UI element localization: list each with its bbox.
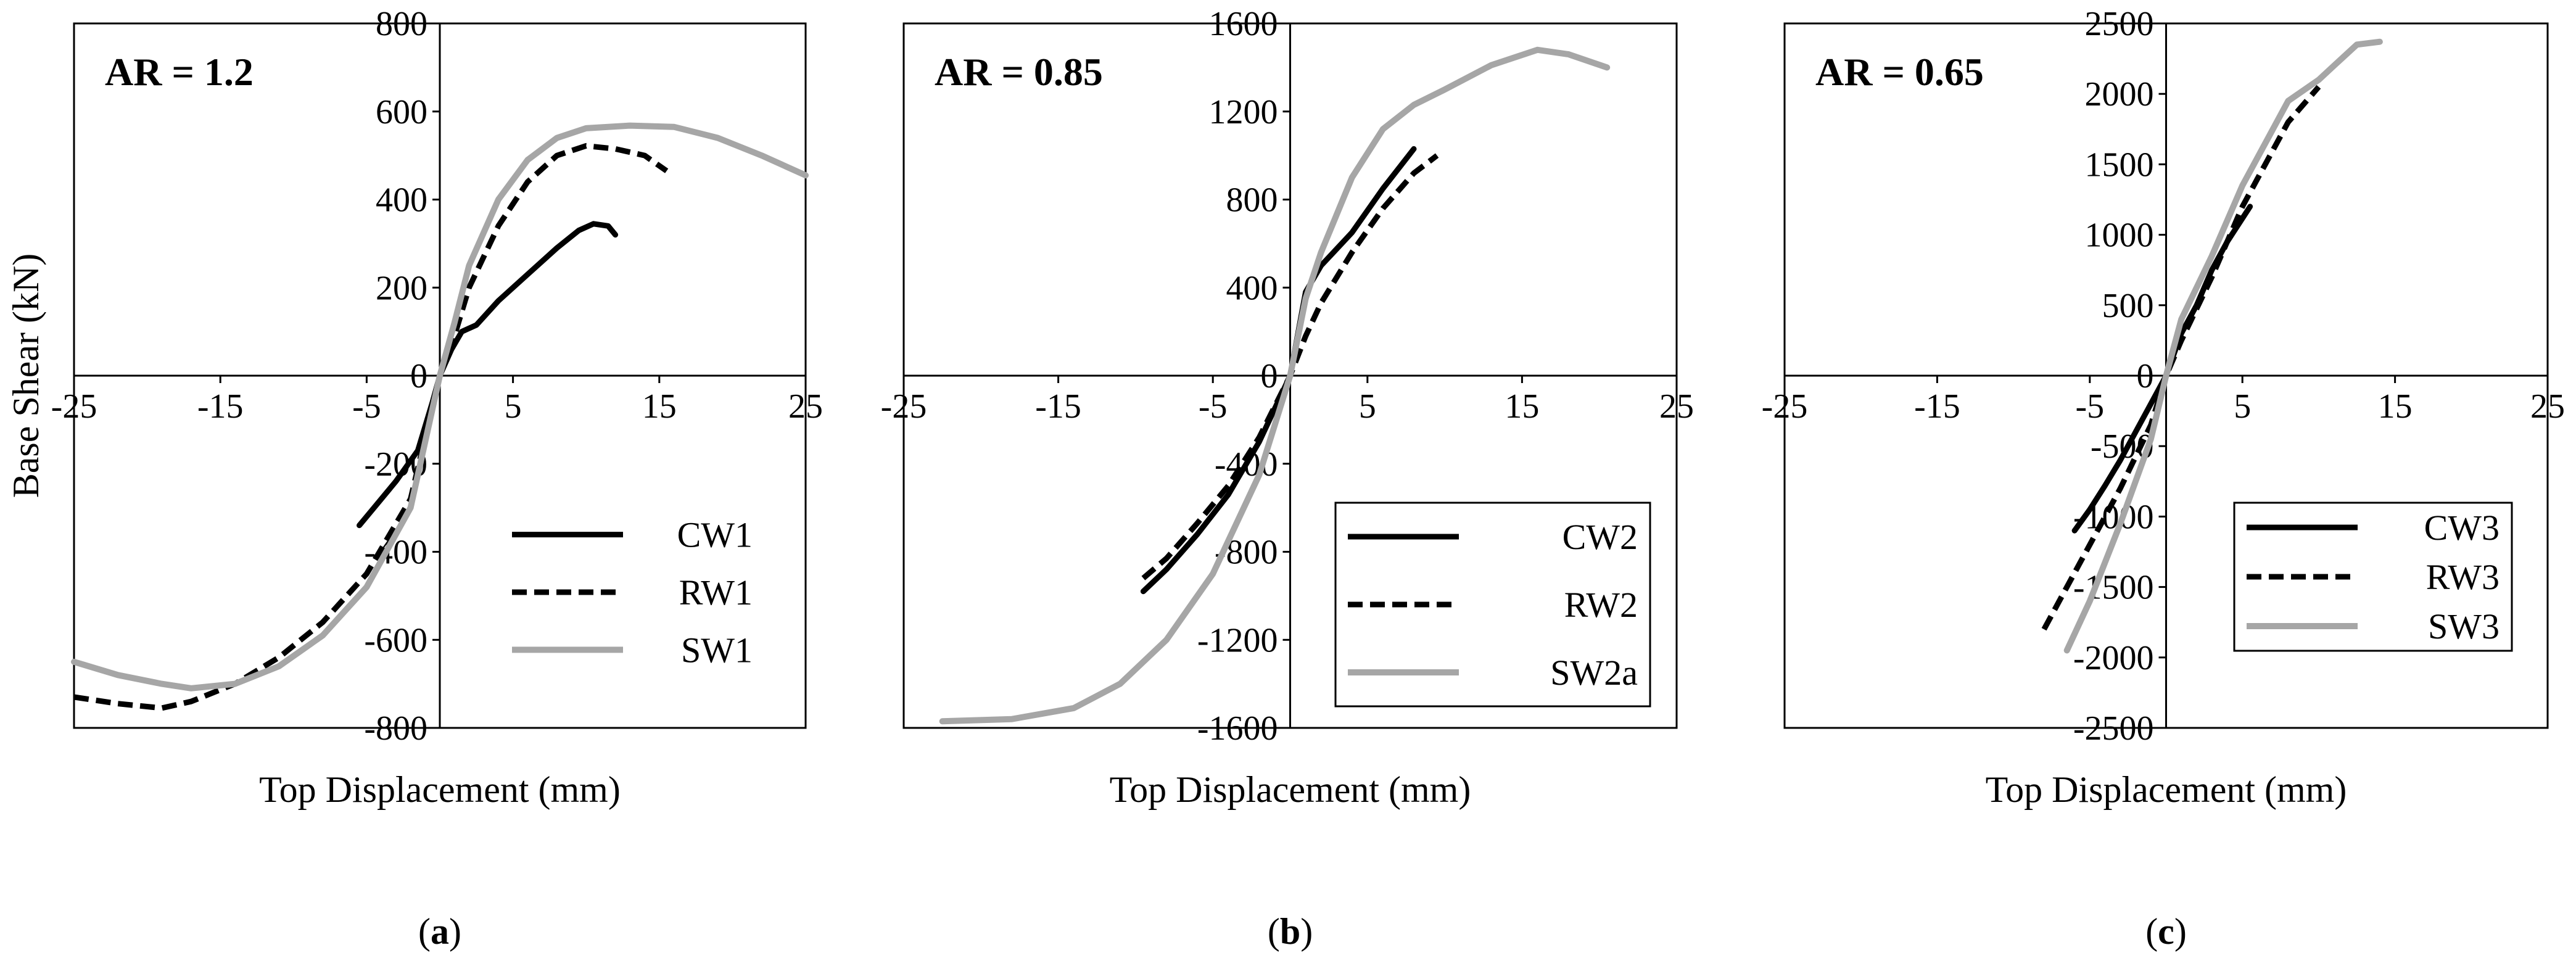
series-line-sw1: [71, 122, 809, 691]
legend-label-sw1: SW1: [681, 630, 753, 670]
series-line-rw2: [1141, 153, 1439, 580]
series-line-cw3: [2071, 204, 2253, 534]
y-tick-label: 1500: [2085, 146, 2154, 184]
y-tick-label: -1500: [2073, 569, 2154, 607]
x-tick-label: 5: [505, 387, 522, 426]
x-tick-label: 25: [788, 387, 823, 426]
x-axis-title: Top Displacement (mm): [1986, 769, 2347, 810]
panel-caption: (b): [1268, 911, 1313, 952]
y-tick-label: -2000: [2073, 639, 2154, 677]
y-axis-title: Base Shear (kN): [6, 254, 46, 498]
y-tick-label: 800: [1226, 181, 1278, 220]
x-tick-label: -25: [881, 387, 927, 426]
y-tick-label: -1200: [1197, 621, 1278, 659]
legend-label-cw2: CW2: [1563, 517, 1638, 557]
x-axis-title: Top Displacement (mm): [1110, 769, 1471, 810]
series-line-sw3: [2063, 38, 2383, 654]
y-tick-label: 2000: [2085, 75, 2154, 114]
x-tick-label: 15: [642, 387, 677, 426]
x-tick-label: -15: [1035, 387, 1081, 426]
panel-caption: (a): [418, 911, 461, 952]
y-tick-label: 0: [1261, 357, 1278, 395]
chart-panel-c: -25 -15 -5 5 15 25-2500-2000-1500-1000-500050…: [1762, 5, 2565, 952]
aspect-ratio-label: AR = 1.2: [105, 50, 254, 94]
x-tick-label: 5: [2234, 387, 2251, 426]
panel-caption: (c): [2145, 911, 2187, 952]
x-tick-label: 15: [1505, 387, 1539, 426]
legend-label-cw1: CW1: [677, 515, 753, 555]
y-tick-label: 0: [410, 357, 427, 395]
x-tick-label: -25: [51, 387, 97, 426]
y-tick-label: 200: [376, 269, 427, 307]
x-tick-label: -5: [352, 387, 381, 426]
chart-panel-b: -25 -15 -5 5 15 25-1600-1200-800-400040080012…: [881, 5, 1694, 952]
legend-label-rw2: RW2: [1564, 585, 1638, 625]
y-tick-label: 1600: [1209, 5, 1278, 43]
series-line-sw2a: [939, 46, 1611, 725]
series-line-cw1: [357, 221, 619, 529]
x-tick-label: -25: [1762, 387, 1808, 426]
y-tick-label: 2500: [2085, 5, 2154, 43]
aspect-ratio-label: AR = 0.65: [1815, 50, 1984, 94]
x-tick-label: 25: [2530, 387, 2565, 426]
y-tick-label: -2500: [2073, 709, 2154, 748]
series-line-rw1: [73, 142, 669, 711]
y-tick-label: 500: [2102, 287, 2154, 325]
x-axis-title: Top Displacement (mm): [259, 769, 621, 810]
legend-label-sw2a: SW2a: [1550, 653, 1638, 693]
legend-label-sw3: SW3: [2428, 606, 2500, 646]
legend-label-cw3: CW3: [2424, 508, 2500, 548]
chart-panel-a: -25 -15 -5 5 15 25-800-600-400-20002004006008…: [6, 5, 823, 952]
x-tick-label: -15: [197, 387, 244, 426]
y-tick-label: 400: [1226, 269, 1278, 307]
y-tick-label: 400: [376, 181, 427, 220]
y-tick-label: 800: [376, 5, 427, 43]
x-tick-label: -5: [2075, 387, 2104, 426]
x-tick-label: 5: [1359, 387, 1376, 426]
x-tick-label: -5: [1199, 387, 1228, 426]
aspect-ratio-label: AR = 0.85: [935, 50, 1103, 94]
y-tick-label: 0: [2137, 357, 2154, 395]
y-tick-label: 1200: [1209, 93, 1278, 131]
y-tick-label: 1000: [2085, 217, 2154, 255]
y-tick-label: -600: [364, 621, 427, 659]
y-tick-label: -800: [364, 709, 427, 748]
y-tick-label: -1600: [1197, 709, 1278, 748]
x-tick-label: -15: [1914, 387, 1960, 426]
x-tick-label: 15: [2378, 387, 2413, 426]
legend-label-rw3: RW3: [2426, 557, 2500, 597]
legend-label-rw1: RW1: [679, 572, 753, 613]
y-tick-label: 600: [376, 93, 427, 131]
x-tick-label: 25: [1659, 387, 1694, 426]
